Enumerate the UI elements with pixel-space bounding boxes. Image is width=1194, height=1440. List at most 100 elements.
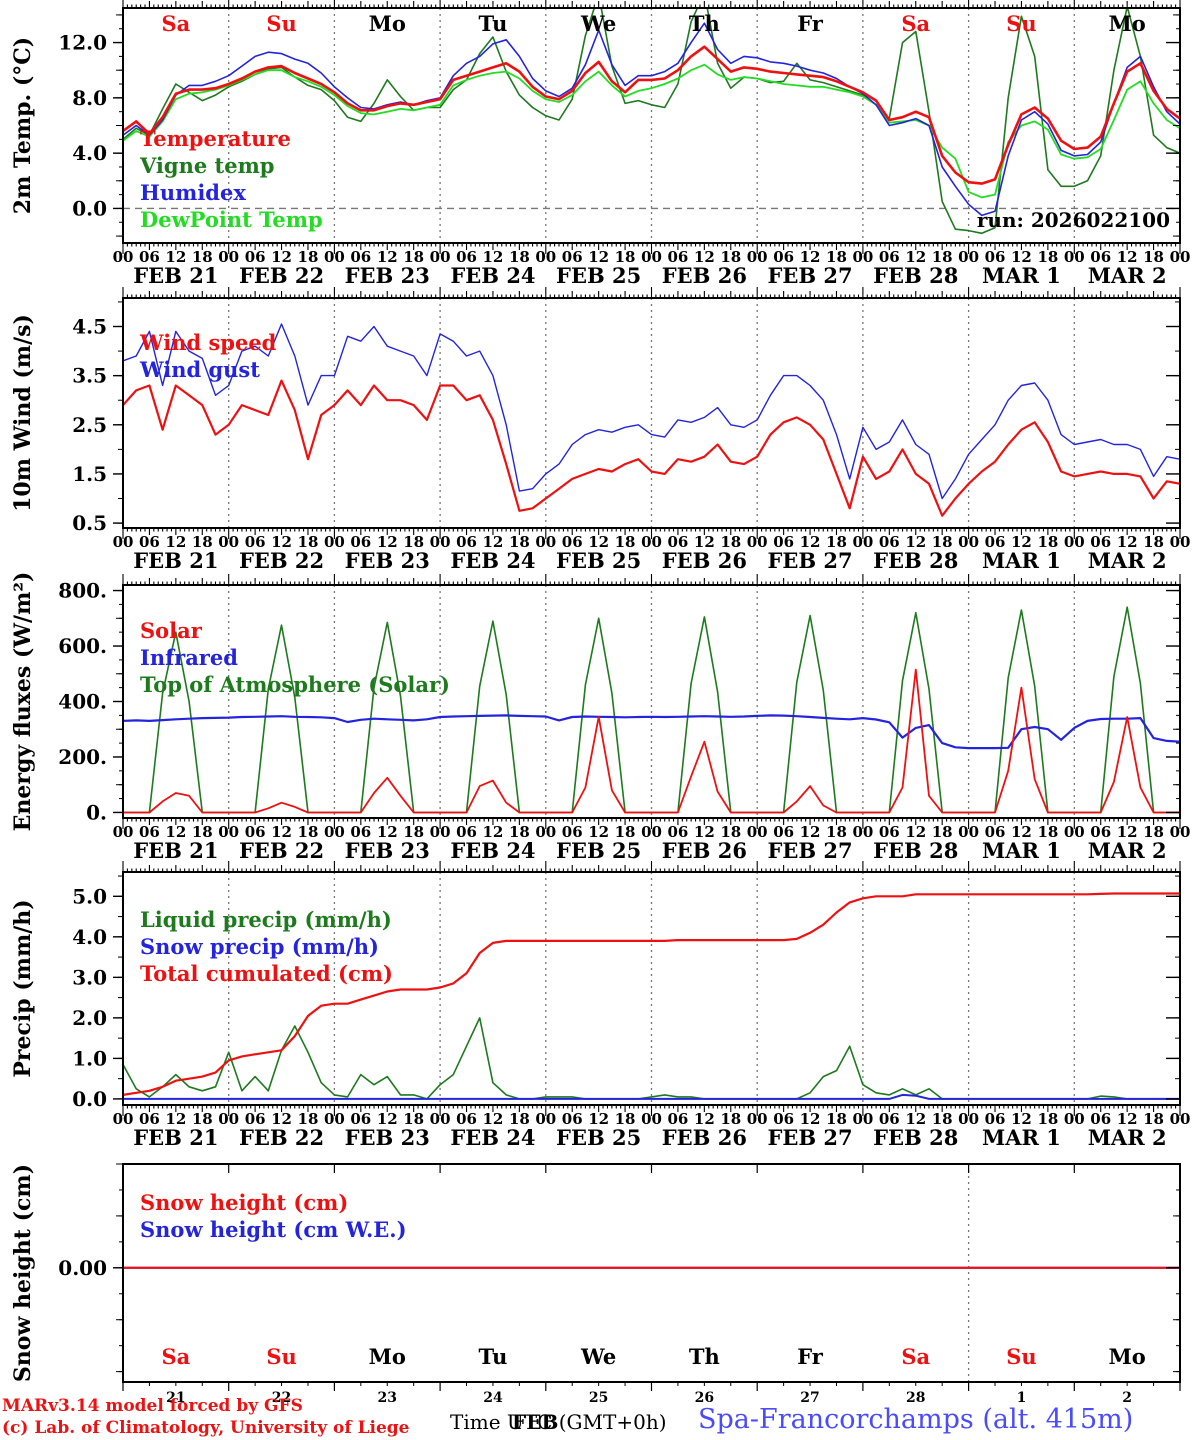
hour-label: 12 [483,533,504,551]
day-label-top: Mo [369,11,406,36]
hour-label: 18 [826,1110,847,1128]
date-label: FEB 21 [133,1125,218,1150]
legend-temp-0: Temperature [140,126,291,151]
hour-label: 12 [271,1110,292,1128]
day-label-top: Sa [161,11,190,36]
hour-label: 06 [562,823,583,841]
hour-label: 00 [747,533,768,551]
hour-label: 00 [852,823,873,841]
ytick-label: 12.0 [58,31,107,55]
hour-label: 18 [720,823,741,841]
ytick-label: 400. [58,690,107,714]
total-cumulated-line [123,892,1180,1096]
date-label: FEB 24 [450,1125,535,1150]
day-label-bottom: Su [266,1344,296,1369]
hour-label: 12 [483,1110,504,1128]
hour-label: 00 [958,248,979,266]
hour-label: 12 [694,248,715,266]
date-label: FEB 24 [450,548,535,573]
day-label-bottom: Sa [901,1344,930,1369]
solar-line [123,668,1180,814]
hour-label: 12 [905,533,926,551]
hour-label: 00 [1170,823,1191,841]
hour-label: 12 [694,1110,715,1128]
hour-label: 12 [165,823,186,841]
hour-label: 12 [588,248,609,266]
day-label-bottom: Tu [478,1344,507,1369]
ytick-label: 2.0 [72,1006,107,1030]
ytick-label: 0. [86,800,107,824]
hour-label: 00 [1064,1110,1085,1128]
hour-label: 00 [958,533,979,551]
hour-label: 12 [165,248,186,266]
day-number: 23 [378,1390,397,1406]
ytick-label: 3.0 [72,965,107,989]
day-number: 25 [589,1390,608,1406]
day-number: 22 [272,1390,291,1406]
hour-label: 06 [139,823,160,841]
hour-label: 00 [430,248,451,266]
date-label: MAR 1 [982,1125,1061,1150]
hour-label: 12 [377,248,398,266]
hour-label: 06 [985,248,1006,266]
hour-label: 06 [667,248,688,266]
day-number: 21 [166,1390,185,1406]
hour-label: 00 [852,533,873,551]
ytick-label: 5.0 [72,884,107,908]
panel-precip: 0.0 1.0 2.0 3.0 4.0 5.0 Precip (mm/h) Liquid pr… [10,861,1190,1150]
date-label: MAR 2 [1088,263,1167,288]
hour-label: 18 [1143,823,1164,841]
hour-label: 00 [641,823,662,841]
date-label: MAR 1 [982,263,1061,288]
hour-label: 06 [350,1110,371,1128]
hour-label: 06 [245,1110,266,1128]
hour-label: 06 [1090,823,1111,841]
hour-label: 18 [298,1110,319,1128]
hour-label: 06 [139,533,160,551]
day-label-bottom: Mo [1109,1344,1146,1369]
legend-temp-2: Humidex [140,180,246,205]
hour-label: 06 [245,533,266,551]
legend-energy-1: Infrared [140,645,238,670]
hour-label: 18 [298,823,319,841]
hour-label: 12 [377,823,398,841]
hour-label: 12 [483,823,504,841]
hour-label: 12 [1117,823,1138,841]
ytick-label: 600. [58,634,107,658]
hour-label: 00 [1170,248,1191,266]
hour-label: 00 [1170,1110,1191,1128]
hour-label: 00 [113,533,134,551]
hour-label: 06 [139,1110,160,1128]
hour-label: 06 [562,248,583,266]
date-label: FEB 25 [556,263,641,288]
date-label: FEB 28 [873,1125,958,1150]
hour-label: 12 [271,533,292,551]
day-label-top: Su [266,11,296,36]
hour-label: 18 [298,248,319,266]
day-label-bottom: We [580,1344,616,1369]
hour-label: 12 [800,533,821,551]
hour-label: 00 [1064,248,1085,266]
snow-precip-line [123,1093,1180,1100]
hour-label: 00 [747,1110,768,1128]
hour-label: 00 [430,1110,451,1128]
hour-label: 12 [165,1110,186,1128]
station-label: Spa-Francorchamps (alt. 415m) [698,1404,1134,1435]
date-label: FEB 23 [345,1125,430,1150]
hour-label: 18 [1143,1110,1164,1128]
ytick-label: 800. [58,579,107,603]
ytick-label: 200. [58,745,107,769]
hour-label: 12 [1011,1110,1032,1128]
day-label-bottom: Su [1006,1344,1036,1369]
hour-label: 00 [218,533,239,551]
date-label: FEB 23 [345,838,430,863]
day-label-bottom: Sa [161,1344,190,1369]
hour-label: 18 [1037,1110,1058,1128]
hour-label: 06 [245,248,266,266]
hour-label: 18 [615,533,636,551]
date-label: FEB 27 [767,263,852,288]
day-number: 24 [483,1390,503,1406]
hour-label: 00 [535,823,556,841]
hour-label: 06 [1090,533,1111,551]
